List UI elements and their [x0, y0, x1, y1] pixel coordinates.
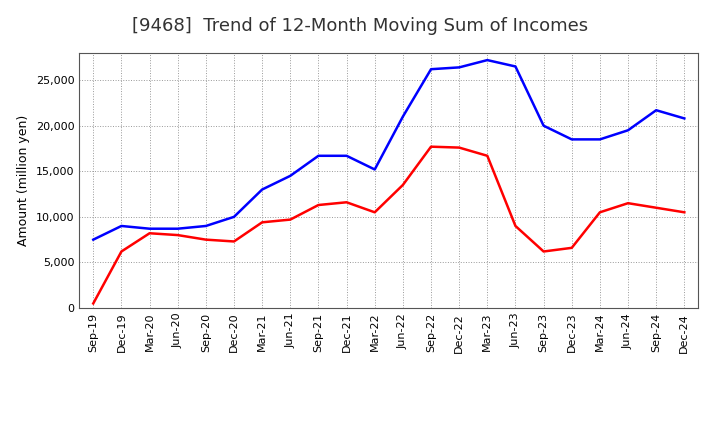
Net Income [117, 249, 126, 254]
Ordinary Income [174, 226, 182, 231]
Net Income [342, 200, 351, 205]
Net Income [174, 232, 182, 238]
Ordinary Income [202, 224, 210, 229]
Ordinary Income [399, 114, 408, 119]
Ordinary Income [342, 153, 351, 158]
Ordinary Income [455, 65, 464, 70]
Line: Net Income: Net Income [94, 147, 684, 304]
Ordinary Income [511, 64, 520, 69]
Line: Ordinary Income: Ordinary Income [94, 60, 684, 240]
Text: [9468]  Trend of 12-Month Moving Sum of Incomes: [9468] Trend of 12-Month Moving Sum of I… [132, 18, 588, 35]
Ordinary Income [539, 123, 548, 128]
Net Income [202, 237, 210, 242]
Net Income [89, 301, 98, 306]
Net Income [652, 205, 660, 210]
Ordinary Income [652, 107, 660, 113]
Net Income [595, 209, 604, 215]
Net Income [483, 153, 492, 158]
Ordinary Income [483, 58, 492, 63]
Ordinary Income [117, 224, 126, 229]
Ordinary Income [258, 187, 266, 192]
Ordinary Income [680, 116, 688, 121]
Ordinary Income [370, 167, 379, 172]
Ordinary Income [286, 173, 294, 179]
Net Income [455, 145, 464, 150]
Ordinary Income [427, 66, 436, 72]
Net Income [567, 245, 576, 250]
Net Income [258, 220, 266, 225]
Y-axis label: Amount (million yen): Amount (million yen) [17, 115, 30, 246]
Net Income [624, 201, 632, 206]
Net Income [286, 217, 294, 222]
Net Income [680, 209, 688, 215]
Net Income [511, 224, 520, 229]
Ordinary Income [595, 137, 604, 142]
Ordinary Income [89, 237, 98, 242]
Net Income [314, 202, 323, 208]
Net Income [370, 209, 379, 215]
Net Income [399, 182, 408, 187]
Net Income [427, 144, 436, 149]
Ordinary Income [145, 226, 154, 231]
Net Income [230, 239, 238, 244]
Ordinary Income [230, 214, 238, 220]
Ordinary Income [567, 137, 576, 142]
Ordinary Income [624, 128, 632, 133]
Net Income [145, 231, 154, 236]
Net Income [539, 249, 548, 254]
Ordinary Income [314, 153, 323, 158]
